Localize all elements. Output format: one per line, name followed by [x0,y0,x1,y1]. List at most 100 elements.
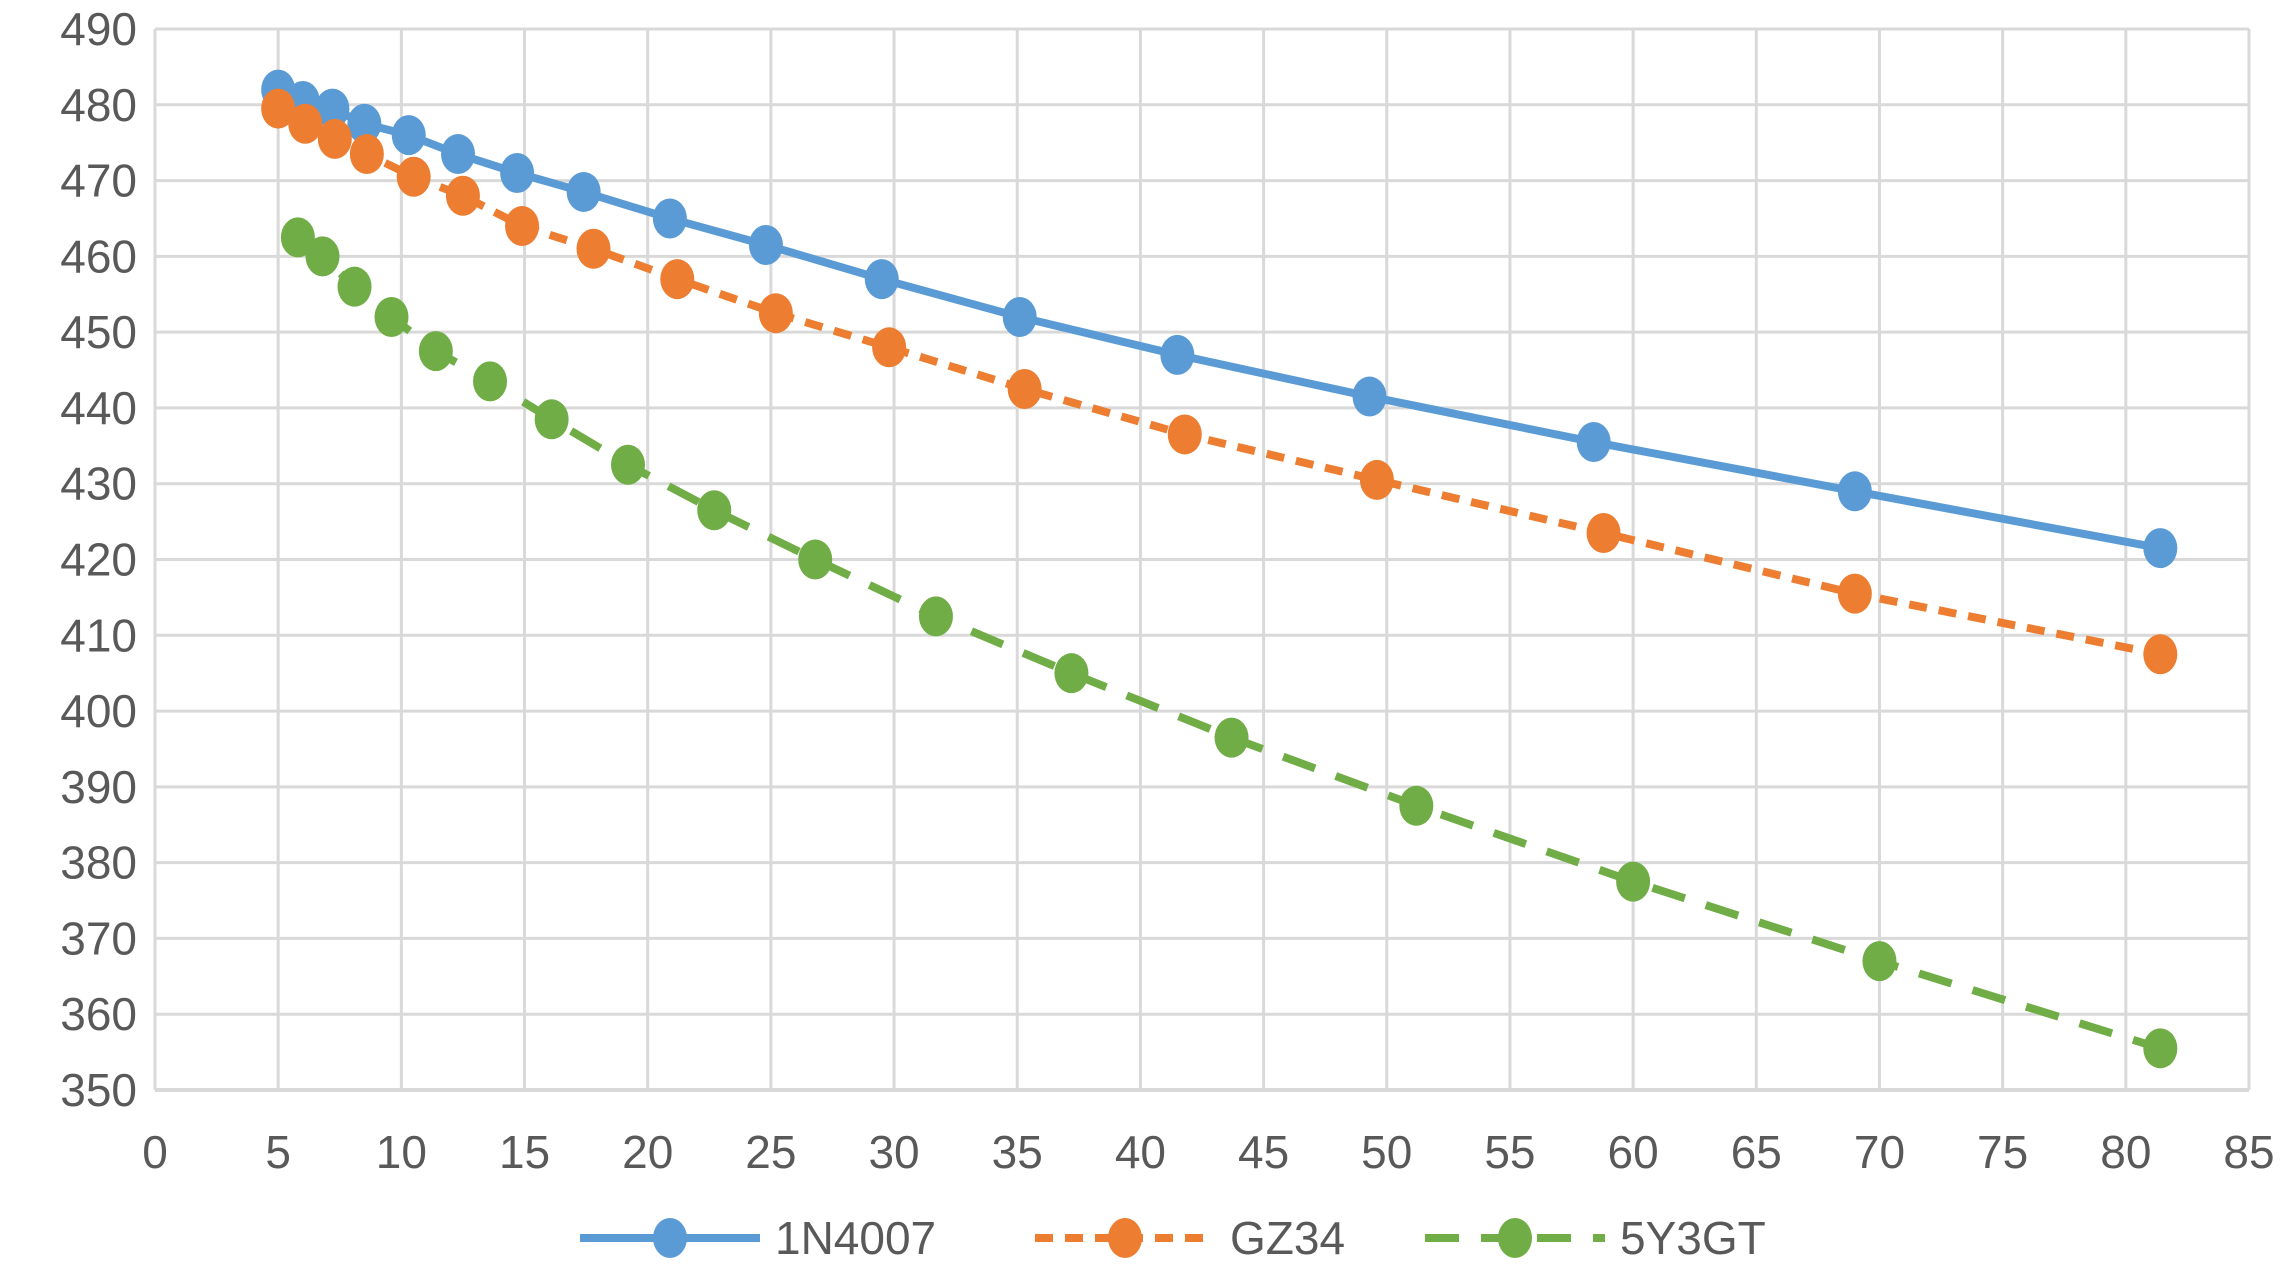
x-tick-label: 30 [868,1126,919,1178]
data-point [1862,941,1897,982]
data-point [1160,334,1195,375]
y-tick-label: 450 [60,306,137,358]
data-point [418,331,453,372]
data-point [697,490,732,531]
legend-label: 5Y3GT [1620,1212,1766,1264]
y-tick-label: 430 [60,458,137,510]
legend-item: 1N4007 [580,1212,936,1264]
data-point [315,88,350,129]
y-tick-label: 440 [60,382,137,434]
data-point [305,236,340,277]
y-tick-label: 390 [60,761,137,813]
data-point [1054,653,1089,694]
data-point [1352,376,1387,417]
data-point [2143,528,2178,569]
series-1N4007 [261,69,2178,569]
y-tick-label: 400 [60,685,137,737]
x-tick-label: 50 [1361,1126,1412,1178]
y-tick-label: 490 [60,3,137,55]
y-tick-label: 370 [60,912,137,964]
data-point [261,88,296,129]
data-point [1214,717,1249,758]
legend-item: 5Y3GT [1425,1212,1766,1264]
y-tick-label: 480 [60,79,137,131]
data-point [1616,861,1651,902]
y-tick-label: 360 [60,988,137,1040]
x-tick-label: 5 [265,1126,291,1178]
x-tick-label: 25 [745,1126,796,1178]
data-point [396,156,431,197]
data-point [1359,459,1394,500]
data-point [337,266,372,307]
data-point [473,361,508,402]
data-point [1002,296,1037,337]
legend-label: 1N4007 [775,1212,936,1264]
data-point [391,115,426,156]
x-tick-label: 60 [1608,1126,1659,1178]
data-point [1399,785,1434,826]
y-axis-ticks: 350 360 370 380 390 400 410 420 430 440 450 460 470 4… [60,3,137,1116]
data-point [748,224,783,265]
data-point [758,293,793,334]
x-tick-label: 80 [2100,1126,2151,1178]
data-point [445,175,480,216]
data-point [2143,634,2178,675]
x-tick-label: 0 [142,1126,168,1178]
data-point [1837,471,1872,512]
x-tick-label: 65 [1731,1126,1782,1178]
legend-item: GZ34 [1035,1212,1345,1264]
data-point [576,228,611,269]
x-axis-ticks: 0 5 10 15 20 25 30 35 40 45 50 55 60 65 70 75 80 85 [142,1126,2274,1178]
legend-label: GZ34 [1230,1212,1345,1264]
y-tick-label: 410 [60,609,137,661]
data-point [566,171,601,212]
data-point [652,198,687,239]
data-point [660,259,695,300]
data-point [347,103,382,144]
data-point [918,596,953,637]
series-5Y3GT [280,217,2178,1069]
data-point [505,206,540,247]
data-point [441,134,476,175]
x-tick-label: 55 [1484,1126,1535,1178]
data-point [349,134,384,175]
x-tick-label: 35 [992,1126,1043,1178]
data-point [798,539,833,580]
x-tick-label: 20 [622,1126,673,1178]
series-GZ34 [261,88,2178,675]
x-tick-label: 70 [1854,1126,1905,1178]
y-tick-label: 460 [60,230,137,282]
y-tick-label: 380 [60,837,137,889]
x-tick-label: 85 [2223,1126,2274,1178]
data-point [872,327,907,368]
data-point [1586,512,1621,553]
y-tick-label: 470 [60,155,137,207]
x-tick-label: 40 [1115,1126,1166,1178]
data-point [864,259,899,300]
x-tick-label: 75 [1977,1126,2028,1178]
data-point [534,399,569,440]
data-point [1167,414,1202,455]
data-point [500,152,535,193]
data-point [2143,1028,2178,1069]
y-tick-label: 350 [60,1064,137,1116]
data-point [280,217,315,258]
legend: 1N4007 GZ34 5Y3GT [580,1212,1766,1264]
y-tick-label: 420 [60,534,137,586]
series-group [261,69,2178,1069]
data-point [317,118,352,159]
data-point [1576,422,1611,463]
x-tick-label: 15 [499,1126,550,1178]
data-point [610,444,645,485]
x-tick-label: 10 [376,1126,427,1178]
data-point [1007,368,1042,409]
data-point [1837,573,1872,614]
data-point [374,296,409,337]
x-tick-label: 45 [1238,1126,1289,1178]
legend-marker [653,1218,687,1258]
data-point [288,103,323,144]
grid [153,27,2251,1092]
legend-marker [1498,1218,1532,1258]
legend-marker [1108,1218,1142,1258]
